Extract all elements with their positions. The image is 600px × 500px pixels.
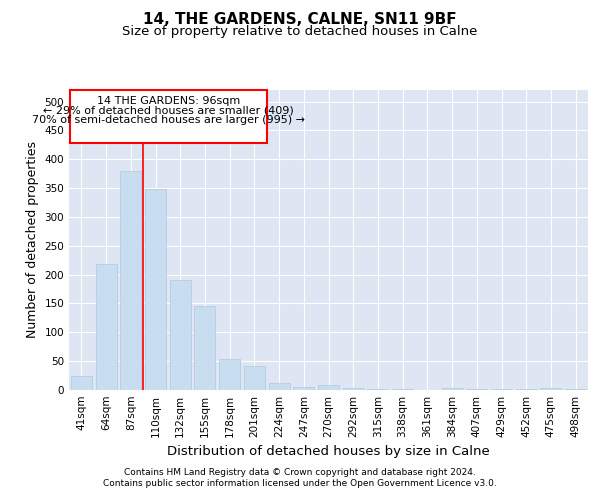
Text: 70% of semi-detached houses are larger (995) →: 70% of semi-detached houses are larger (… bbox=[32, 115, 305, 125]
Bar bbox=[442, 388, 463, 390]
X-axis label: Distribution of detached houses by size in Calne: Distribution of detached houses by size … bbox=[167, 446, 490, 458]
Text: 14, THE GARDENS, CALNE, SN11 9BF: 14, THE GARDENS, CALNE, SN11 9BF bbox=[143, 12, 457, 28]
Bar bbox=[541, 388, 562, 390]
Bar bbox=[293, 386, 314, 390]
Bar bbox=[71, 376, 92, 390]
Bar bbox=[565, 389, 586, 390]
Bar bbox=[343, 388, 364, 390]
Text: Size of property relative to detached houses in Calne: Size of property relative to detached ho… bbox=[122, 25, 478, 38]
Bar bbox=[120, 172, 141, 390]
Bar bbox=[145, 189, 166, 390]
Bar bbox=[269, 383, 290, 390]
Bar bbox=[367, 389, 388, 390]
Text: Contains HM Land Registry data © Crown copyright and database right 2024.
Contai: Contains HM Land Registry data © Crown c… bbox=[103, 468, 497, 487]
FancyBboxPatch shape bbox=[70, 90, 267, 143]
Bar bbox=[194, 306, 215, 390]
Text: 14 THE GARDENS: 96sqm: 14 THE GARDENS: 96sqm bbox=[97, 96, 240, 106]
Bar bbox=[516, 389, 537, 390]
Bar bbox=[318, 386, 339, 390]
Y-axis label: Number of detached properties: Number of detached properties bbox=[26, 142, 39, 338]
Bar bbox=[95, 264, 116, 390]
Text: ← 29% of detached houses are smaller (409): ← 29% of detached houses are smaller (40… bbox=[43, 106, 294, 116]
Bar bbox=[219, 360, 240, 390]
Bar bbox=[170, 280, 191, 390]
Bar bbox=[244, 366, 265, 390]
